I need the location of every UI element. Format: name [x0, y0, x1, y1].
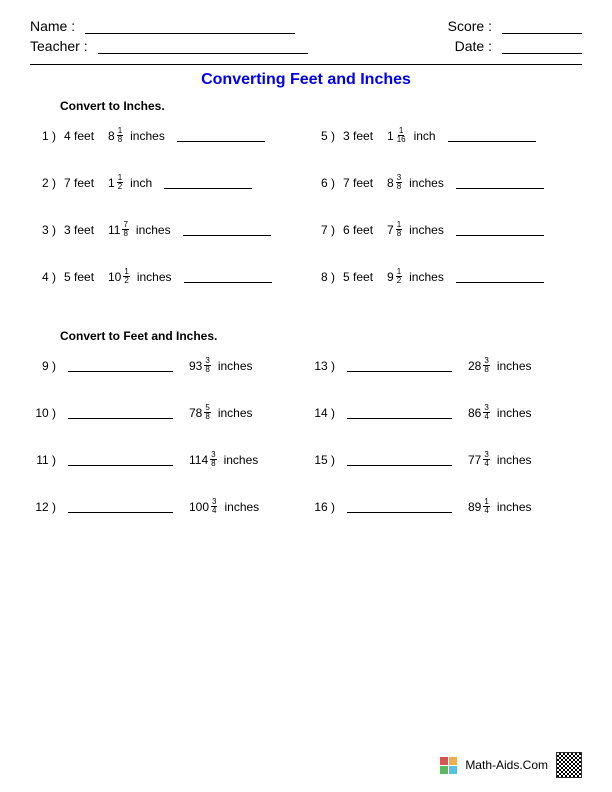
problem-row: 4 )5 feet1012inches [34, 268, 303, 285]
problem-row: 5 )3 feet1116inch [313, 127, 582, 144]
answer-blank[interactable] [183, 223, 271, 236]
footer-site: Math-Aids.Com [465, 758, 548, 772]
inches-value: 1178inches [108, 221, 171, 238]
inches-value: 1012inches [108, 268, 172, 285]
score-label: Score : [448, 18, 492, 34]
qr-icon [556, 752, 582, 778]
problem-number: 3 ) [34, 223, 64, 237]
section1-problems: 1 )4 feet818inches5 )3 feet1116inch2 )7 … [30, 127, 582, 285]
section2-problems: 9 ) 9338inches 13 ) 2838inches 10 ) 7858inche… [30, 357, 582, 515]
inches-value: 8634inches [468, 404, 532, 421]
inches-value: 7734inches [468, 451, 532, 468]
feet-value: 3 feet [64, 223, 108, 237]
problem-number: 14 ) [313, 406, 343, 420]
problem-number: 13 ) [313, 359, 343, 373]
feet-value: 6 feet [343, 223, 387, 237]
problem-row: 6 )7 feet838inches [313, 174, 582, 191]
score-blank[interactable] [502, 18, 582, 34]
problem-number: 11 ) [34, 453, 64, 467]
problem-row: 9 ) 9338inches [34, 357, 303, 374]
problem-row: 1 )4 feet818inches [34, 127, 303, 144]
inches-value: 2838inches [468, 357, 532, 374]
problem-row: 3 )3 feet1178inches [34, 221, 303, 238]
name-label: Name : [30, 18, 75, 34]
feet-value: 5 feet [343, 270, 387, 284]
answer-blank[interactable] [184, 270, 272, 283]
divider [30, 64, 582, 65]
answer-blank[interactable] [68, 500, 173, 513]
teacher-label: Teacher : [30, 38, 88, 54]
answer-blank[interactable] [347, 500, 452, 513]
problem-number: 6 ) [313, 176, 343, 190]
problem-row: 2 )7 feet112inch [34, 174, 303, 191]
feet-value: 7 feet [64, 176, 108, 190]
inches-value: 112inch [108, 174, 152, 191]
inches-value: 838inches [387, 174, 444, 191]
section1-label: Convert to Inches. [60, 99, 582, 113]
feet-value: 3 feet [343, 129, 387, 143]
inches-value: 718inches [387, 221, 444, 238]
answer-blank[interactable] [347, 359, 452, 372]
page-title: Converting Feet and Inches [30, 71, 582, 89]
problem-number: 5 ) [313, 129, 343, 143]
feet-value: 4 feet [64, 129, 108, 143]
name-blank[interactable] [85, 18, 295, 34]
logo-icon [440, 757, 457, 774]
score-field: Score : [448, 18, 582, 34]
teacher-field: Teacher : [30, 38, 308, 54]
problem-row: 8 )5 feet912inches [313, 268, 582, 285]
problem-number: 15 ) [313, 453, 343, 467]
inches-value: 8914inches [468, 498, 532, 515]
answer-blank[interactable] [456, 270, 544, 283]
date-label: Date : [455, 38, 492, 54]
answer-blank[interactable] [68, 406, 173, 419]
date-field: Date : [455, 38, 582, 54]
name-field: Name : [30, 18, 295, 34]
inches-value: 10034inches [189, 498, 259, 515]
answer-blank[interactable] [177, 129, 265, 142]
answer-blank[interactable] [456, 223, 544, 236]
problem-number: 16 ) [313, 500, 343, 514]
problem-number: 9 ) [34, 359, 64, 373]
footer: Math-Aids.Com [440, 752, 582, 778]
answer-blank[interactable] [448, 129, 536, 142]
inches-value: 9338inches [189, 357, 253, 374]
answer-blank[interactable] [347, 453, 452, 466]
problem-row: 13 ) 2838inches [313, 357, 582, 374]
problem-number: 8 ) [313, 270, 343, 284]
inches-value: 11438inches [189, 451, 258, 468]
feet-value: 7 feet [343, 176, 387, 190]
answer-blank[interactable] [68, 359, 173, 372]
problem-number: 7 ) [313, 223, 343, 237]
problem-number: 10 ) [34, 406, 64, 420]
inches-value: 1116inch [387, 127, 436, 144]
section2-label: Convert to Feet and Inches. [60, 329, 582, 343]
inches-value: 7858inches [189, 404, 253, 421]
answer-blank[interactable] [68, 453, 173, 466]
problem-row: 15 ) 7734inches [313, 451, 582, 468]
feet-value: 5 feet [64, 270, 108, 284]
answer-blank[interactable] [456, 176, 544, 189]
problem-row: 12 ) 10034inches [34, 498, 303, 515]
inches-value: 818inches [108, 127, 165, 144]
problem-row: 16 ) 8914inches [313, 498, 582, 515]
answer-blank[interactable] [164, 176, 252, 189]
answer-blank[interactable] [347, 406, 452, 419]
problem-number: 12 ) [34, 500, 64, 514]
date-blank[interactable] [502, 38, 582, 54]
problem-row: 10 ) 7858inches [34, 404, 303, 421]
inches-value: 912inches [387, 268, 444, 285]
problem-row: 14 ) 8634inches [313, 404, 582, 421]
problem-row: 7 )6 feet718inches [313, 221, 582, 238]
problem-number: 1 ) [34, 129, 64, 143]
problem-number: 4 ) [34, 270, 64, 284]
problem-number: 2 ) [34, 176, 64, 190]
teacher-blank[interactable] [98, 38, 308, 54]
problem-row: 11 ) 11438inches [34, 451, 303, 468]
